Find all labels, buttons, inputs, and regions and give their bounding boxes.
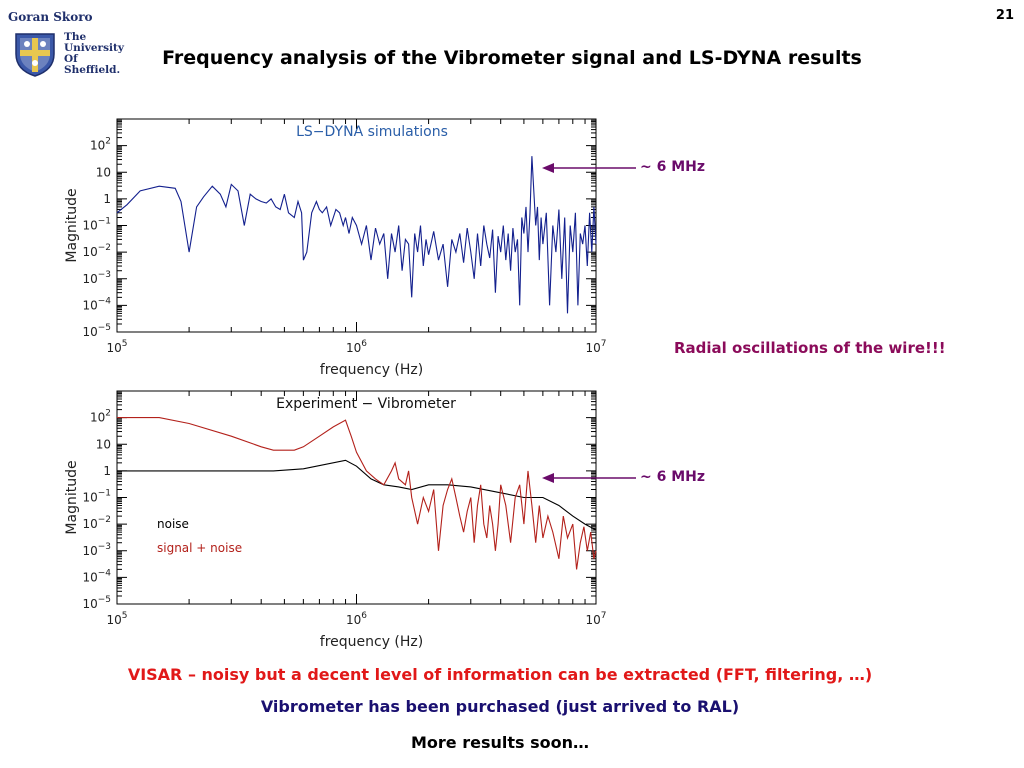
chart-title: LS−DYNA simulations [296, 124, 448, 140]
y-tick-label: 10−1 [82, 217, 111, 233]
y-tick-label: 10−1 [82, 489, 111, 505]
university-line: Of [64, 53, 78, 65]
chart-title: Experiment − Vibrometer [276, 396, 456, 412]
y-axis-label: Magnitude [64, 460, 80, 534]
y-tick-label: 10−3 [82, 270, 111, 286]
vibrometer-note: Vibrometer has been purchased (just arri… [260, 697, 740, 716]
university-crest-icon [15, 33, 55, 77]
x-tick-label: 105 [106, 339, 127, 355]
author-name: Goran Skoro [8, 10, 93, 24]
y-tick-label: 10−5 [82, 323, 111, 339]
x-tick-label: 106 [346, 611, 367, 627]
y-tick-label: 10−4 [82, 568, 111, 584]
series-line [117, 459, 597, 531]
legend-entry: noise [157, 517, 189, 531]
visar-note: VISAR – noisy but a decent level of info… [127, 665, 873, 684]
university-line: University [64, 42, 124, 54]
arrow-top-icon [542, 163, 636, 173]
plot-frame [116, 390, 597, 605]
x-axis-label: frequency (Hz) [320, 634, 423, 650]
x-tick-label: 106 [346, 339, 367, 355]
y-tick-label: 10−2 [82, 243, 111, 259]
y-tick-label: 102 [90, 137, 111, 153]
university-line: The [64, 31, 87, 43]
x-tick-label: 107 [585, 339, 606, 355]
y-tick-label: 10 [96, 437, 111, 451]
arrow-bottom-icon [542, 473, 636, 483]
x-tick-label: 105 [106, 611, 127, 627]
vibrometer-chart: 105 106 107 102 10 1 10−1 10−2 10−3 10−4 10−5 frequ… [64, 390, 607, 650]
legend-entry: signal + noise [157, 541, 242, 555]
series-line [117, 417, 597, 570]
x-tick-label: 107 [585, 611, 606, 627]
more-results-note: More results soon… [410, 733, 589, 752]
annotation-6mhz-bottom: ~ 6 MHz [640, 469, 706, 485]
x-axis-label: frequency (Hz) [320, 362, 423, 378]
y-tick-label: 10−4 [82, 296, 111, 312]
y-axis-label: Magnitude [64, 188, 80, 262]
university-wordmark: The University Of Sheffield. [64, 32, 124, 76]
annotation-6mhz-top: ~ 6 MHz [640, 159, 706, 175]
series-line [116, 156, 597, 314]
y-tick-label: 1 [103, 192, 111, 206]
slide-title: Frequency analysis of the Vibrometer sig… [162, 47, 862, 69]
y-tick-label: 1 [103, 464, 111, 478]
y-tick-label: 102 [90, 409, 111, 425]
university-line: Sheffield. [64, 64, 121, 76]
page-number: 21 [995, 8, 1014, 23]
y-tick-label: 10−5 [82, 595, 111, 611]
radial-oscillations-note: Radial oscillations of the wire!!! [674, 339, 946, 357]
ls-dyna-chart: 105 106 107 102 10 1 10−1 10−2 10−3 10−4 10−5 frequ… [64, 118, 607, 378]
y-tick-label: 10−2 [82, 515, 111, 531]
y-tick-label: 10 [96, 165, 111, 179]
y-tick-label: 10−3 [82, 542, 111, 558]
